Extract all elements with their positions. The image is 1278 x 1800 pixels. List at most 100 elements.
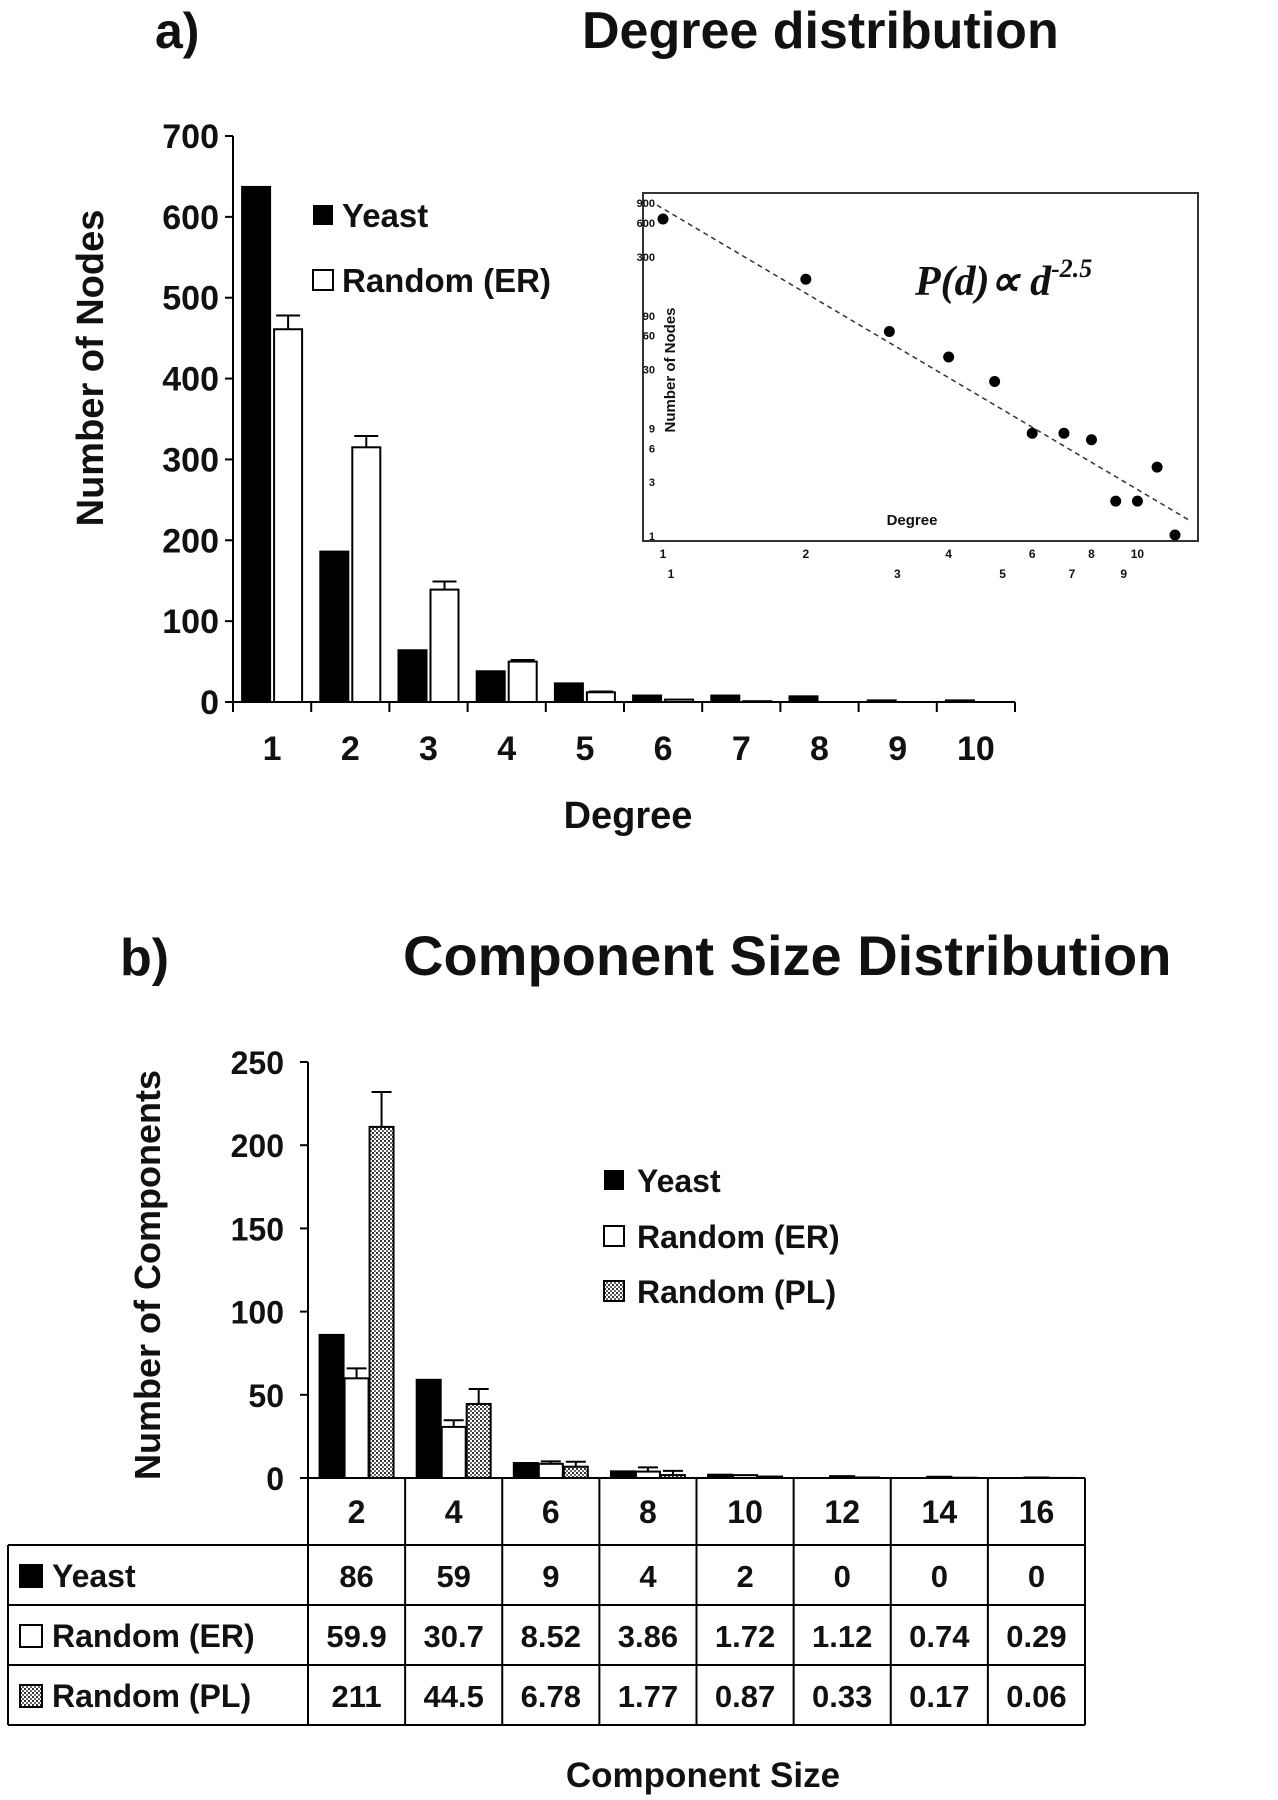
inset-y-tick-label: 600 xyxy=(637,218,655,230)
y-tick-label: 0 xyxy=(200,684,219,722)
inset-point-8 xyxy=(1086,434,1097,445)
bar-random-er-6 xyxy=(665,700,693,702)
table-cell: 0.74 xyxy=(909,1619,970,1654)
table-row-swatch xyxy=(20,1685,42,1707)
inset-x-tick-label: 1 xyxy=(660,547,667,561)
bar-random-er-1 xyxy=(274,329,302,702)
inset-point-3 xyxy=(884,326,895,337)
legend-label-random-er: Random (ER) xyxy=(637,1219,840,1255)
bar-yeast-3 xyxy=(399,650,427,702)
table-cell: 30.7 xyxy=(424,1619,484,1654)
table-cell: 3.86 xyxy=(618,1619,678,1654)
bar-yeast-6 xyxy=(633,696,661,702)
table-header-cell: 6 xyxy=(542,1494,560,1530)
y-tick-label: 600 xyxy=(162,199,219,237)
inset-y-tick-label: 3 xyxy=(649,477,655,489)
legend-swatch-random-pl xyxy=(604,1281,624,1301)
inset-point-7 xyxy=(1058,428,1069,439)
table-cell: 1.72 xyxy=(715,1619,775,1654)
table-cell: 9 xyxy=(542,1559,559,1594)
x-tick-label: 4 xyxy=(497,730,516,768)
table-header-cell: 2 xyxy=(348,1494,366,1530)
bar-yeast-10 xyxy=(946,700,974,702)
panel-a-title: Degree distribution xyxy=(582,2,1059,60)
bar-random-er-7 xyxy=(743,701,771,702)
inset-x-tick-label-lower: 3 xyxy=(894,567,901,581)
bar-yeast-4 xyxy=(477,671,505,702)
inset-point-9 xyxy=(1110,496,1121,507)
bar-yeast-6 xyxy=(514,1463,538,1478)
table-row-label: Yeast xyxy=(52,1558,136,1594)
table-row-swatch xyxy=(20,1625,42,1647)
x-tick-label: 1 xyxy=(263,730,282,768)
y-tick-label: 250 xyxy=(231,1045,284,1081)
bar-yeast-2 xyxy=(320,1335,344,1478)
bar-yeast-7 xyxy=(711,696,739,702)
table-cell: 0 xyxy=(1028,1559,1045,1594)
table-cell: 211 xyxy=(332,1679,382,1714)
table-header-cell: 10 xyxy=(727,1494,763,1530)
bar-random-er-5 xyxy=(587,692,615,702)
panel-b-y-axis-label: Number of Components xyxy=(127,1070,168,1480)
y-tick-label: 100 xyxy=(231,1295,284,1331)
bar-yeast-2 xyxy=(320,552,348,702)
inset-x-tick-label: 6 xyxy=(1029,547,1036,561)
table-header-cell: 12 xyxy=(824,1494,860,1530)
table-row-label: Random (ER) xyxy=(52,1618,255,1654)
inset-point-12 xyxy=(1170,530,1181,541)
legend-swatch-yeast xyxy=(604,1170,624,1190)
inset-y-tick-label: 1 xyxy=(649,531,655,543)
table-cell: 0.29 xyxy=(1006,1619,1066,1654)
table-header-cell: 4 xyxy=(445,1494,463,1530)
bar-random-er-2 xyxy=(352,447,380,702)
figure: a) Degree distribution Number of Nodes D… xyxy=(0,0,1278,1800)
y-tick-label: 700 xyxy=(162,118,219,156)
x-tick-label: 9 xyxy=(888,730,907,768)
inset-x-tick-label: 10 xyxy=(1131,547,1145,561)
legend-swatch-yeast xyxy=(313,205,333,225)
table-cell: 59.9 xyxy=(326,1619,386,1654)
panel-a-y-axis-label: Number of Nodes xyxy=(70,210,112,527)
inset-y-tick-label: 30 xyxy=(643,365,655,377)
bar-yeast-8 xyxy=(790,696,818,702)
table-cell: 8.52 xyxy=(521,1619,581,1654)
bar-yeast-1 xyxy=(242,187,270,702)
inset-x-tick-label-lower: 1 xyxy=(668,567,675,581)
inset-point-2 xyxy=(800,274,811,285)
y-tick-label: 200 xyxy=(162,522,219,560)
panel-b-axes: 0 50 100 150 200 250 xyxy=(231,1045,308,1497)
panel-a-inset: Number of Nodes Degree P(d)∝ d-2.5 90060… xyxy=(637,193,1198,581)
legend-label-random-pl: Random (PL) xyxy=(637,1274,836,1310)
inset-y-tick-label: 90 xyxy=(643,311,655,323)
bar-random-er-6 xyxy=(539,1464,563,1478)
inset-point-5 xyxy=(989,376,1000,387)
bar-random-er-4 xyxy=(442,1427,466,1478)
table-cell: 0.87 xyxy=(715,1679,775,1714)
x-tick-label: 7 xyxy=(732,730,751,768)
table-header-cell: 14 xyxy=(922,1494,958,1530)
inset-y-tick-label: 6 xyxy=(649,443,655,455)
table-cell: 0.17 xyxy=(909,1679,969,1714)
bar-random-pl-4 xyxy=(467,1404,491,1478)
panel-a-label: a) xyxy=(155,3,199,59)
inset-y-tick-label: 300 xyxy=(637,252,655,264)
bar-yeast-4 xyxy=(417,1380,441,1478)
inset-y-tick-label: 900 xyxy=(637,198,655,210)
table-cell: 59 xyxy=(436,1559,470,1594)
table-cell: 44.5 xyxy=(424,1679,484,1714)
y-tick-label: 150 xyxy=(231,1211,284,1247)
panel-b-label: b) xyxy=(120,929,169,987)
table-cell: 86 xyxy=(339,1559,373,1594)
table-cell: 2 xyxy=(736,1559,753,1594)
inset-point-6 xyxy=(1027,428,1038,439)
x-tick-label: 3 xyxy=(419,730,438,768)
bar-random-pl-2 xyxy=(370,1127,394,1478)
table-header-cell: 8 xyxy=(639,1494,657,1530)
y-tick-label: 200 xyxy=(231,1128,284,1164)
bar-yeast-9 xyxy=(868,700,896,702)
y-tick-label: 0 xyxy=(266,1461,284,1497)
y-tick-label: 400 xyxy=(162,361,219,399)
x-tick-label: 6 xyxy=(654,730,673,768)
y-tick-label: 300 xyxy=(162,441,219,479)
inset-point-4 xyxy=(943,351,954,362)
